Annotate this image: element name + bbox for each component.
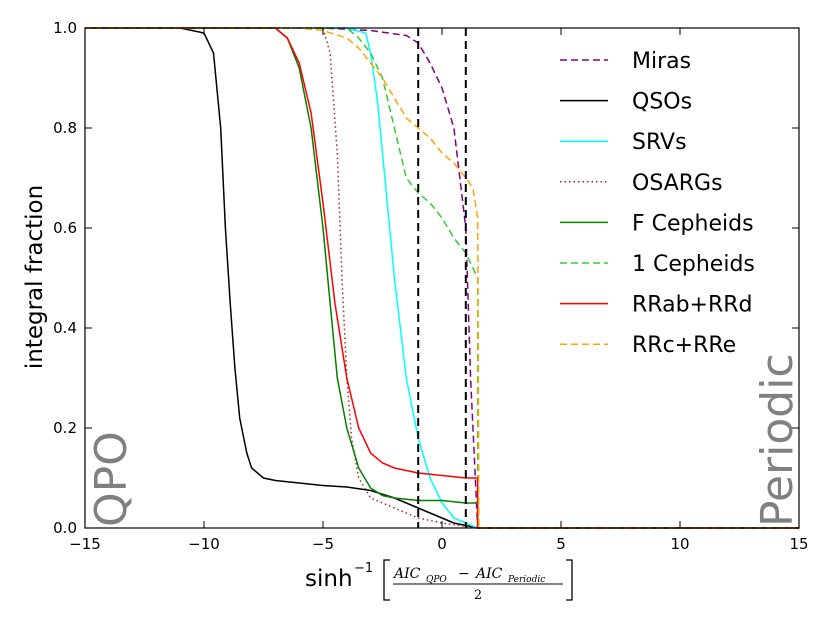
y-tick-label: 0.4 (53, 319, 77, 337)
x-label-aic-2: AIC (474, 566, 503, 582)
y-axis-label: integral fraction (22, 185, 48, 369)
x-tick-label: 0 (437, 535, 447, 553)
series-line-qsos (85, 27, 799, 529)
legend-label: OSARGs (632, 171, 723, 196)
y-tick-label: 0.2 (53, 419, 77, 437)
legend-label: QSOs (632, 90, 692, 115)
x-label-left-bracket (383, 559, 390, 601)
x-axis-label: sinh −1 AIC QPO − AIC Periodic 2 (305, 559, 573, 603)
legend-label: RRc+RRe (632, 333, 736, 358)
x-tick-label: −15 (69, 535, 101, 553)
x-label-sub-qpo: QPO (426, 575, 447, 585)
x-label-sinh: sinh (305, 566, 353, 592)
y-tick-label: 1.0 (53, 19, 77, 37)
x-tick-label: 15 (789, 535, 808, 553)
x-label-sup: −1 (354, 561, 373, 576)
periodic-annotation: Periodic (752, 353, 803, 527)
x-tick-label: −10 (188, 535, 220, 553)
y-tick-label: 0.8 (53, 119, 77, 137)
x-tick-label: 10 (670, 535, 689, 553)
y-tick-label: 0.0 (53, 519, 77, 537)
x-tick-label: −5 (312, 535, 334, 553)
legend-label: Miras (632, 49, 691, 74)
series-line-rrc-rre (85, 27, 799, 529)
legend-label: SRVs (632, 130, 687, 155)
x-label-denominator: 2 (474, 588, 482, 603)
plot-frame (84, 27, 800, 529)
series-line-1-cepheids (85, 27, 799, 529)
x-tick-label: 5 (556, 535, 566, 553)
legend-label: F Cepheids (632, 211, 754, 236)
x-label-minus: − (458, 566, 470, 582)
x-label-sub-periodic: Periodic (507, 575, 545, 585)
x-label-right-bracket (566, 559, 573, 601)
legend-label: 1 Cepheids (632, 252, 755, 277)
x-label-aic-1: AIC (392, 566, 421, 582)
series-line-srvs (85, 27, 799, 529)
legend: Miras QSOs SRVs OSARGs F Cepheids 1 Cepheids R… (560, 49, 755, 358)
y-tick-label: 0.6 (53, 219, 77, 237)
vline-layer (417, 28, 467, 528)
ticks-layer: −15 −10 −5 0 5 10 15 0.0 0.2 0.4 0.6 0.8 1.0 (53, 19, 808, 553)
qpo-annotation: QPO (86, 431, 137, 527)
legend-label: RRab+RRd (632, 293, 753, 318)
